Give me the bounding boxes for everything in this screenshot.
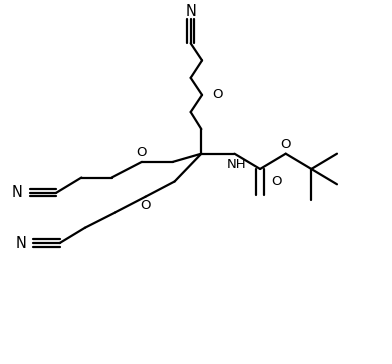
Text: O: O bbox=[213, 88, 223, 102]
Text: O: O bbox=[280, 138, 291, 151]
Text: O: O bbox=[271, 175, 281, 189]
Text: O: O bbox=[137, 146, 147, 159]
Text: O: O bbox=[140, 199, 151, 212]
Text: NH: NH bbox=[227, 158, 246, 171]
Text: N: N bbox=[185, 4, 196, 19]
Text: N: N bbox=[15, 236, 26, 250]
Text: N: N bbox=[12, 185, 23, 200]
